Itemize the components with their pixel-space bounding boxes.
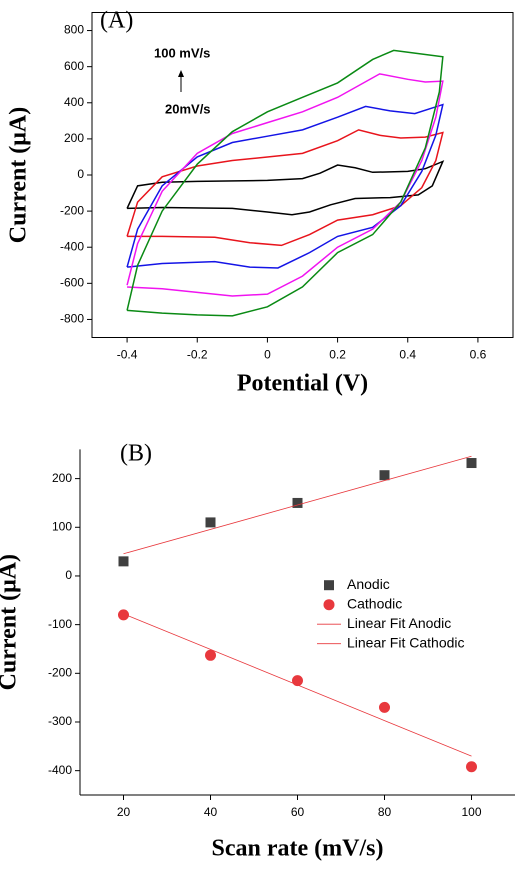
legend-label: Linear Fit Anodic (347, 615, 451, 631)
marker (292, 497, 303, 508)
y-tick-label: -600 (60, 276, 84, 290)
y-tick-label: 600 (64, 59, 84, 73)
x-tick-label: 0.4 (399, 348, 416, 362)
legend-swatch (323, 599, 335, 611)
marker (205, 517, 216, 528)
marker (292, 675, 303, 687)
y-tick-label: 200 (64, 131, 84, 145)
x-tick-label: 100 (461, 805, 481, 819)
legend-label: Cathodic (347, 595, 402, 611)
x-tick-label: 60 (291, 805, 305, 819)
x-tick-label: 0.2 (329, 348, 346, 362)
data-line (126, 129, 444, 247)
y-axis-title: Current (μA) (6, 107, 32, 243)
y-tick-label: -400 (48, 763, 72, 777)
annotation: 100 mV/s (154, 45, 210, 60)
panel-title: (A) (100, 8, 133, 34)
x-tick-label: -0.4 (117, 348, 138, 362)
y-tick-label: -100 (48, 617, 72, 631)
legend-label: Anodic (347, 576, 390, 592)
y-tick-label: 400 (64, 95, 84, 109)
marker (118, 609, 129, 621)
y-tick-label: -300 (48, 714, 72, 728)
data-line (126, 49, 444, 317)
y-tick-label: 800 (64, 23, 84, 37)
data-line (126, 103, 444, 269)
y-tick-label: 0 (65, 568, 72, 582)
x-tick-label: 80 (378, 805, 392, 819)
data-line (126, 73, 444, 297)
x-tick-label: 20 (117, 805, 131, 819)
data-line (123, 613, 472, 757)
x-axis-title: Scan rate (mV/s) (212, 836, 384, 862)
legend-swatch (324, 580, 334, 591)
marker (379, 470, 390, 481)
legend-label: Linear Fit Cathodic (347, 634, 465, 650)
y-tick-label: -800 (60, 312, 84, 326)
marker (466, 761, 477, 773)
marker (118, 556, 129, 567)
x-tick-label: 40 (204, 805, 218, 819)
y-tick-label: 100 (52, 519, 72, 533)
marker (466, 458, 477, 469)
x-tick-label: -0.2 (187, 348, 208, 362)
y-tick-label: -200 (60, 203, 84, 217)
x-tick-label: 0.6 (470, 348, 487, 362)
arrow-head (178, 70, 184, 77)
x-tick-label: 0 (264, 348, 271, 362)
x-axis-title: Potential (V) (237, 371, 368, 397)
annotation: 20mV/s (165, 101, 211, 116)
y-tick-label: 0 (77, 167, 84, 181)
panel-title: (B) (120, 441, 152, 467)
data-line (123, 455, 472, 555)
y-tick-label: -200 (48, 665, 72, 679)
y-tick-label: 200 (52, 471, 72, 485)
marker (379, 701, 390, 713)
y-axis-title: Current (μA) (0, 554, 22, 690)
marker (205, 649, 216, 661)
y-tick-label: -400 (60, 239, 84, 253)
